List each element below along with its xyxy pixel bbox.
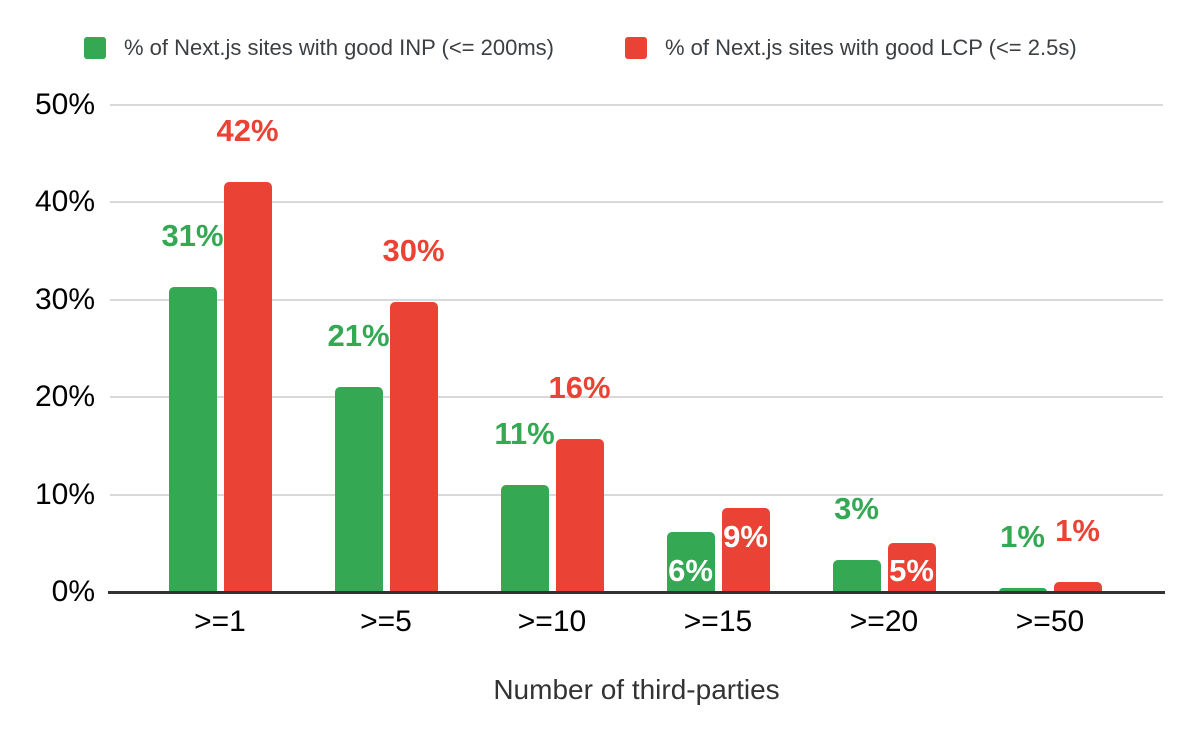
bar-lcp->=5 xyxy=(389,301,438,592)
y-tick-label: 20% xyxy=(34,380,95,414)
x-tick-label: >=1 xyxy=(194,605,246,638)
x-tick-label: >=15 xyxy=(683,605,753,638)
bar-value-label: 5% xyxy=(889,553,934,588)
legend-label-lcp: % of Next.js sites with good LCP (<= 2.5… xyxy=(665,35,1077,60)
bar-value-label: 31% xyxy=(161,218,224,254)
bar-lcp->=50 xyxy=(1053,582,1102,592)
bar-lcp->=20 xyxy=(887,543,936,592)
x-tick-label: >=20 xyxy=(849,605,919,638)
bar-inp->=50 xyxy=(998,588,1047,592)
bar-value-label: 42% xyxy=(216,112,279,148)
legend-item-lcp: % of Next.js sites with good LCP (<= 2.5… xyxy=(625,35,1077,60)
legend-swatch-lcp-icon xyxy=(625,37,647,59)
y-tick-label: 30% xyxy=(34,282,95,316)
legend-item-inp: % of Next.js sites with good INP (<= 200… xyxy=(84,35,554,60)
bar-value-label: 11% xyxy=(494,415,555,451)
bar-lcp->=10 xyxy=(555,439,604,592)
y-tick-label: 50% xyxy=(34,88,95,121)
x-tick-label: >=50 xyxy=(1015,605,1085,638)
bar-inp->=10 xyxy=(500,484,549,592)
y-tick-label: 0% xyxy=(51,575,95,608)
gridline-10 xyxy=(110,493,1163,496)
y-tick-label: 40% xyxy=(34,185,95,219)
y-tick-label: 10% xyxy=(34,477,95,511)
bar-lcp->=1 xyxy=(223,181,272,592)
bar-value-label: 1% xyxy=(1055,513,1100,549)
gridline-50 xyxy=(110,104,1163,106)
bar-value-label: 1% xyxy=(1000,519,1045,555)
legend-swatch-inp-icon xyxy=(84,37,106,59)
bar-inp->=20 xyxy=(832,559,881,592)
x-axis-title: Number of third-parties xyxy=(493,674,780,705)
gridline-30 xyxy=(110,298,1163,301)
x-tick-label: >=10 xyxy=(517,605,587,638)
bar-inp->=15 xyxy=(666,531,715,592)
bar-inp->=1 xyxy=(168,287,217,592)
legend-label-inp: % of Next.js sites with good INP (<= 200… xyxy=(124,35,554,60)
bar-value-label: 9% xyxy=(723,519,768,555)
x-tick-label: >=5 xyxy=(360,605,412,638)
gridline-20 xyxy=(110,396,1163,399)
bar-inp->=5 xyxy=(334,387,383,592)
x-axis-line xyxy=(108,591,1165,594)
gridline-40 xyxy=(110,201,1163,204)
bar-value-label: 6% xyxy=(668,553,713,588)
bar-value-label: 21% xyxy=(327,318,390,354)
bar-value-label: 3% xyxy=(834,490,879,526)
bar-value-label: 16% xyxy=(548,370,611,406)
bar-lcp->=15 xyxy=(721,508,770,592)
bar-value-label: 30% xyxy=(382,232,445,268)
